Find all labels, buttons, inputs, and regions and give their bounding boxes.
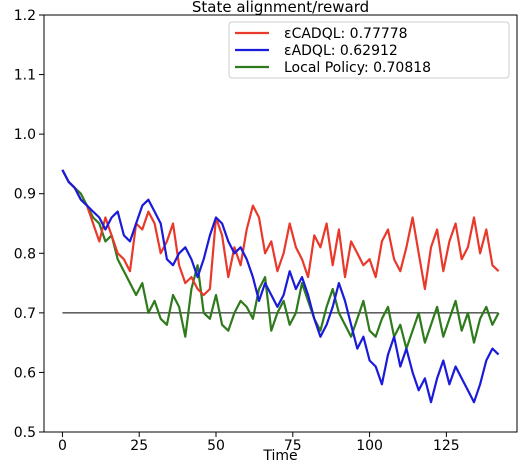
x-tick-label: 75 [284,438,302,454]
chart-title: State alignment/reward [192,0,369,16]
x-tick-label: 125 [433,438,460,454]
series-line-1 [61,169,500,404]
legend-box [228,21,510,79]
x-axis-label: Time [262,448,297,463]
legend-label: εCADQL: 0.77778 [284,26,408,42]
y-tick-label: 1.0 [14,127,36,143]
y-tick-label: 0.5 [14,425,36,441]
y-tick-label: 1.2 [14,8,36,24]
y-tick-label: 1.1 [14,68,36,84]
x-tick-label: 25 [130,438,148,454]
legend-label: Local Policy: 0.70818 [284,60,431,76]
legend-label: εADQL: 0.62912 [284,43,398,59]
x-axis: 0 25 50 75 100 125 [58,432,460,454]
x-tick-label: 100 [356,438,383,454]
y-tick-label: 0.9 [14,187,36,203]
y-tick-label: 0.6 [14,365,36,381]
series-layer [61,169,500,404]
y-tick-label: 0.8 [14,246,36,262]
y-tick-label: 0.7 [14,306,36,322]
series-line-0 [61,169,500,297]
plot-area-frame [43,14,518,433]
x-tick-label: 50 [207,438,225,454]
x-tick-label: 0 [58,438,67,454]
y-axis: 0.5 0.6 0.7 0.8 0.9 1.0 1.1 1.2 [14,8,44,441]
series-line-2 [61,169,500,350]
